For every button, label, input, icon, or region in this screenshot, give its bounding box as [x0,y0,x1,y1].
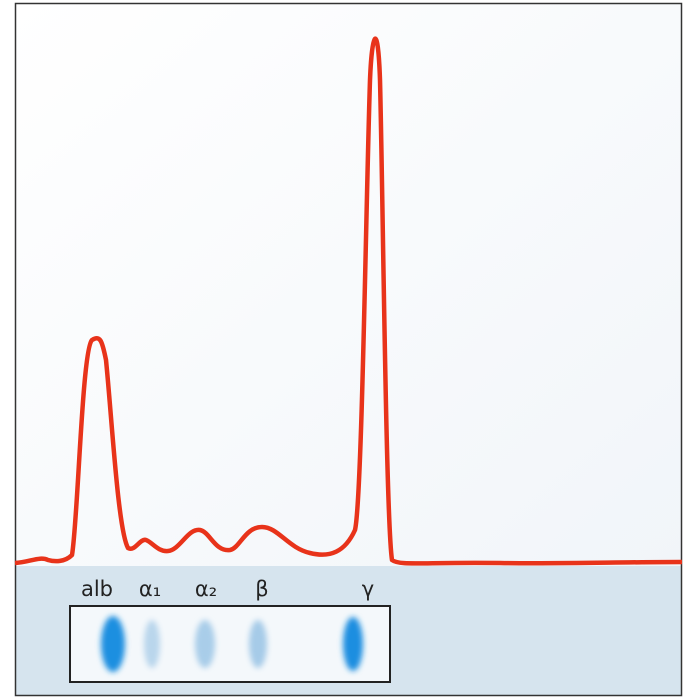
fraction-label: γ [362,577,374,601]
fraction-label: α₂ [195,577,217,601]
gamma-band [343,617,363,671]
fraction-label: β [255,577,268,601]
fraction-label: α₁ [139,577,161,601]
alpha2-band [195,620,215,668]
figure: alb α₁ α₂ β γ [0,0,683,697]
alpha1-band [144,620,160,668]
beta-band [249,620,267,668]
alb-band [101,616,125,672]
fraction-label: alb [81,577,113,601]
